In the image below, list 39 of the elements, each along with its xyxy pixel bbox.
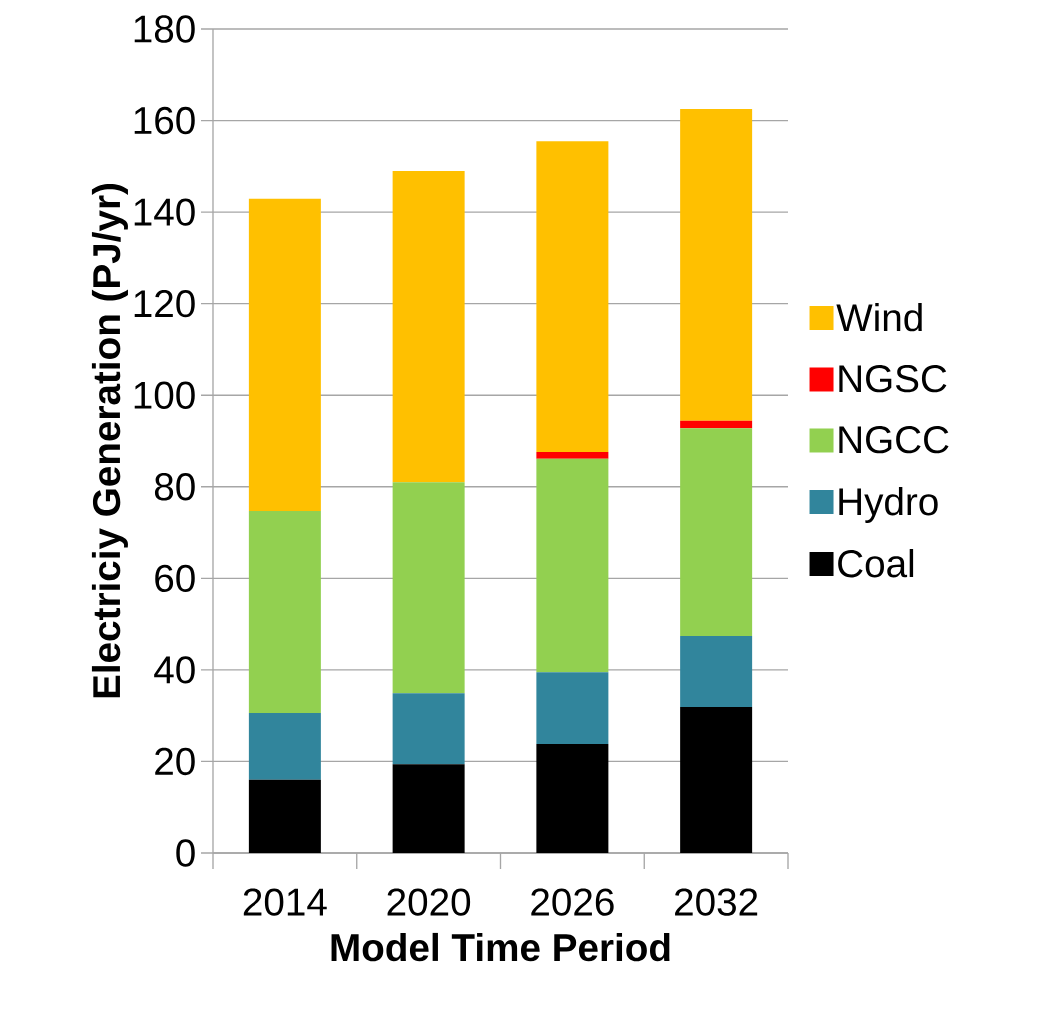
bar bbox=[536, 451, 609, 459]
legend-label: Wind bbox=[836, 302, 922, 332]
x-axis-title: Model Time Period bbox=[331, 932, 670, 962]
y-tick-label: 40 bbox=[154, 656, 195, 684]
bar bbox=[392, 170, 465, 483]
y-tick-label: 0 bbox=[176, 839, 195, 867]
bar bbox=[536, 744, 609, 853]
x-tick-label: 2020 bbox=[387, 888, 471, 916]
y-tick-label: 180 bbox=[134, 15, 195, 43]
bar bbox=[680, 109, 753, 421]
x-tick-label: 2032 bbox=[675, 888, 758, 916]
bar bbox=[680, 636, 753, 707]
y-tick-label: 120 bbox=[134, 289, 195, 318]
bar bbox=[536, 141, 609, 452]
y-tick-label: 140 bbox=[134, 198, 195, 226]
bar bbox=[248, 198, 321, 512]
x-tick-label: 2026 bbox=[531, 888, 614, 916]
y-tick-label: 160 bbox=[134, 106, 195, 135]
bar bbox=[248, 511, 321, 713]
y-tick-label: 80 bbox=[154, 473, 195, 501]
bar bbox=[680, 706, 753, 853]
legend-label: Hydro bbox=[839, 486, 938, 524]
legend-label: NGSC bbox=[839, 365, 947, 393]
legend-label: Coal bbox=[838, 549, 914, 578]
bar bbox=[392, 764, 465, 853]
bar bbox=[392, 693, 465, 765]
legend-label: NGCC bbox=[839, 425, 949, 454]
x-tick-label: 2014 bbox=[243, 888, 327, 916]
bar bbox=[248, 712, 321, 780]
bar bbox=[248, 779, 321, 853]
bar bbox=[392, 482, 465, 694]
y-tick-label: 100 bbox=[134, 381, 195, 409]
bar bbox=[680, 428, 753, 637]
bar bbox=[680, 420, 753, 429]
y-axis-title: Electriciy Generation (PJ/yr) bbox=[91, 184, 128, 698]
bar bbox=[536, 672, 609, 745]
y-tick-label: 20 bbox=[155, 747, 195, 776]
y-tick-label: 60 bbox=[155, 564, 195, 593]
bar bbox=[536, 458, 609, 673]
